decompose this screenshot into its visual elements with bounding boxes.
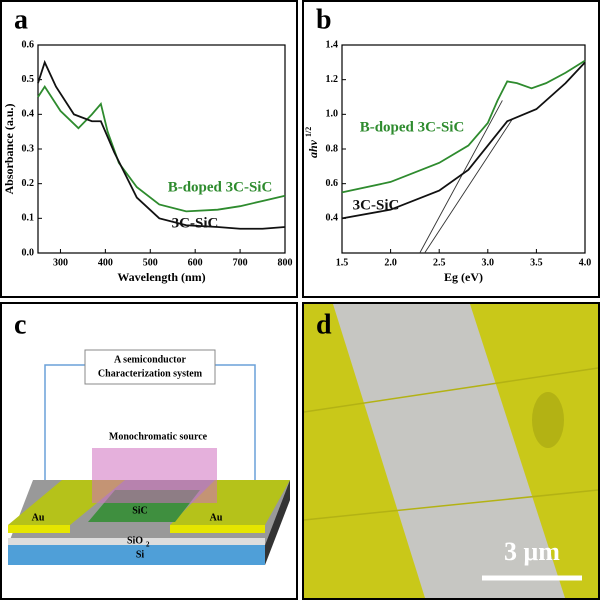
- y-axis-label-sup: 1/2: [304, 127, 313, 137]
- panel-letter: d: [316, 309, 332, 340]
- x-tick-label: 700: [233, 257, 248, 268]
- device-diagram: A semiconductor Characterization system …: [8, 349, 290, 565]
- system-box: [84, 349, 216, 385]
- panel-letter: c: [14, 309, 26, 340]
- series-line: [37, 59, 286, 230]
- layer-label: Au: [32, 512, 45, 523]
- system-label: Characterization system: [98, 368, 203, 379]
- y-tick-label: 0.6: [22, 39, 35, 50]
- plot-frame: [37, 44, 286, 254]
- layer-label: 2: [146, 541, 150, 549]
- y-tick-label: 0.3: [22, 143, 35, 154]
- tangent-line: [424, 119, 513, 254]
- series-line: [341, 61, 586, 220]
- layer-label: Si: [136, 549, 145, 560]
- x-tick-label: 2.5: [433, 257, 446, 268]
- panel-letter: b: [316, 4, 332, 35]
- source-label: Monochromatic source: [109, 431, 208, 442]
- layer-label: SiC: [132, 505, 148, 516]
- series-label: B-doped 3C-SiC: [360, 119, 465, 135]
- x-tick-label: 2.0: [384, 257, 397, 268]
- y-axis-label: Absorbance (a.u.): [2, 103, 16, 194]
- y-tick-label: 0.4: [22, 109, 35, 120]
- x-axis-label: Eg (eV): [444, 270, 483, 284]
- panel-frame: [0, 302, 298, 600]
- x-tick-label: 600: [188, 257, 203, 268]
- panel-letter: a: [14, 4, 28, 35]
- y-tick-label: 0.8: [326, 143, 339, 154]
- series-line: [341, 59, 586, 194]
- panel-frame: [302, 0, 600, 298]
- y-tick-label: 0.2: [22, 178, 35, 189]
- series-label: 3C-SiC: [353, 197, 400, 213]
- panel-frame: [0, 0, 298, 298]
- y-tick-label: 0.4: [326, 213, 339, 224]
- y-tick-label: 0.1: [22, 213, 35, 224]
- layer-label: SiO: [127, 535, 143, 546]
- x-tick-label: 3.0: [482, 257, 495, 268]
- system-label: A semiconductor: [114, 354, 187, 365]
- series-label: 3C-SiC: [172, 215, 219, 231]
- x-tick-label: 4.0: [579, 257, 592, 268]
- x-axis-label: Wavelength (nm): [117, 270, 205, 284]
- y-tick-label: 1.4: [326, 39, 339, 50]
- y-tick-label: 1.2: [326, 74, 339, 85]
- panel-frame: [302, 302, 600, 600]
- series-label: B-doped 3C-SiC: [168, 179, 273, 195]
- x-tick-label: 500: [143, 257, 158, 268]
- y-tick-label: 0.0: [22, 247, 35, 258]
- y-tick-label: 0.5: [22, 74, 35, 85]
- x-tick-label: 1.5: [336, 257, 349, 268]
- x-tick-label: 800: [278, 257, 293, 268]
- layer-label: Au: [210, 512, 223, 523]
- x-tick-label: 3.5: [530, 257, 543, 268]
- y-tick-label: 0.6: [326, 178, 339, 189]
- y-tick-label: 1.0: [326, 109, 339, 120]
- y-axis-label: ahv: [306, 139, 320, 158]
- sem-image: 3 μm: [303, 304, 599, 598]
- tangent-line: [419, 100, 503, 254]
- x-tick-label: 400: [98, 257, 113, 268]
- x-tick-label: 300: [53, 257, 68, 268]
- scale-bar-label: 3 μm: [504, 537, 560, 566]
